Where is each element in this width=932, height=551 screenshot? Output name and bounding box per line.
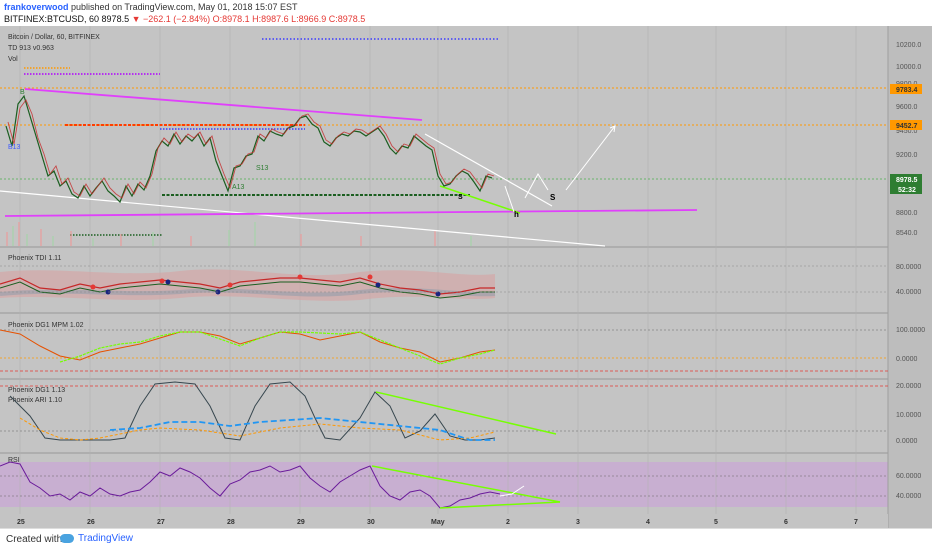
time-tick: May xyxy=(431,519,445,526)
dg1-blue-line xyxy=(109,417,495,441)
dg1-title: Phoenix DG1 1.13 xyxy=(8,387,65,394)
orange-badge-1-text: 9783.4 xyxy=(896,87,918,94)
time-tick: 6 xyxy=(784,519,788,526)
rsi-axis-tick: 40.0000 xyxy=(896,493,921,500)
rsi-band xyxy=(0,462,888,507)
rsi-axis-tick: 60.0000 xyxy=(896,473,921,480)
rsi-line xyxy=(0,461,501,509)
mpm-axis-tick: 100.0000 xyxy=(896,327,925,334)
published-text: published on TradingView.com, May 01, 20… xyxy=(71,2,298,12)
mpm-axis-tick: 0.0000 xyxy=(896,356,918,363)
tdi-axis-tick: 40.0000 xyxy=(896,289,921,296)
price-tick: 8540.0 xyxy=(896,230,918,237)
time-tick: 3 xyxy=(576,519,580,526)
price-line xyxy=(5,94,493,204)
last-price-badge-text: 8978.5 xyxy=(896,177,918,184)
footer-bar: Created with TradingView xyxy=(0,528,932,551)
time-tick: 27 xyxy=(157,519,165,526)
ari-title: Phoenix ARI 1.10 xyxy=(8,397,62,404)
time-tick: 5 xyxy=(714,519,718,526)
timer-badge-text: 52:32 xyxy=(898,187,916,194)
volume-bars xyxy=(6,222,472,246)
symbol-label: BITFINEX:BTCUSD, 60 xyxy=(4,14,100,24)
mpm-pane xyxy=(0,314,888,378)
time-tick: 30 xyxy=(367,519,375,526)
tdi-signal-dots xyxy=(90,274,441,297)
price-pane xyxy=(0,26,888,246)
symbol-legend: Bitcoin / Dollar, 60, BITFINEX xyxy=(8,34,100,41)
tdi-red-line xyxy=(0,277,495,295)
small-s-marker: S xyxy=(458,194,463,201)
change-value: −262.1 (−2.84%) xyxy=(143,14,211,24)
tradingview-cloud-icon xyxy=(60,534,74,543)
price-axis: 10200.0 10000.0 9800.0 9600.0 9450.0 920… xyxy=(890,42,922,237)
price-tick: 9600.0 xyxy=(896,104,918,111)
last-price: 8978.5 xyxy=(101,14,130,24)
green-wedge-line xyxy=(439,185,521,214)
td-legend: TD 913 v0.963 xyxy=(8,45,54,52)
last-price-badge xyxy=(890,174,922,184)
h-marker: h xyxy=(514,210,519,219)
chart-area[interactable]: S h S A13 S13 B13 B Bitcoin / Dollar, 60… xyxy=(0,26,932,528)
orange-badge-1 xyxy=(890,84,922,94)
s-marker: S xyxy=(550,193,556,202)
tdi-title: Phoenix TDI 1.11 xyxy=(8,255,62,262)
time-axis-labels: 25 26 27 28 29 30 May 2 3 4 5 6 7 xyxy=(17,519,858,526)
orange-badge-2 xyxy=(890,120,922,130)
price-tick: 10000.0 xyxy=(896,64,921,71)
time-axis xyxy=(0,514,888,528)
dg1-trendline xyxy=(375,391,557,435)
magenta-resistance xyxy=(24,88,423,121)
ohlc-values: O:8978.1 H:8987.6 L:8966.9 C:8978.5 xyxy=(212,14,366,24)
orange-badge-2-text: 9452.7 xyxy=(896,123,918,130)
rsi-trendline-upper xyxy=(371,465,561,503)
a13-label: A13 xyxy=(232,184,245,191)
mpm-green-line xyxy=(59,331,496,365)
created-with-text: Created with xyxy=(6,534,63,545)
time-tick: 2 xyxy=(506,519,510,526)
time-tick: 25 xyxy=(17,519,25,526)
time-tick: 26 xyxy=(87,519,95,526)
vol-legend: Vol xyxy=(8,56,18,63)
dg1-dark-line xyxy=(9,381,496,441)
timer-badge xyxy=(890,184,922,194)
price-tick: 9450.0 xyxy=(896,128,918,135)
chart-svg[interactable]: S h S A13 S13 B13 B Bitcoin / Dollar, 60… xyxy=(0,26,932,528)
symbol-line: BITFINEX:BTCUSD, 60 8978.5 ▼ −262.1 (−2.… xyxy=(4,14,365,24)
mpm-title: Phoenix DG1 MPM 1.02 xyxy=(8,322,84,329)
white-trendline-bottom xyxy=(0,190,606,247)
time-tick: 29 xyxy=(297,519,305,526)
rsi-projection-arrow xyxy=(499,485,525,497)
magenta-support xyxy=(4,209,698,217)
dg1-orange-line xyxy=(19,417,496,441)
price-tick: 8800.0 xyxy=(896,210,918,217)
rsi-trendline-lower xyxy=(439,501,561,509)
b-label: B xyxy=(20,89,25,96)
tradingview-brand-text: TradingView xyxy=(78,533,134,544)
white-trendline-upper xyxy=(424,133,553,207)
tdi-green-line xyxy=(0,281,495,299)
down-arrow-icon: ▼ xyxy=(131,14,141,24)
time-tick: 4 xyxy=(646,519,650,526)
dg1-axis-tick: 0.0000 xyxy=(896,438,918,445)
mpm-orange-line xyxy=(0,329,496,363)
time-tick: 28 xyxy=(227,519,235,526)
price-candle-overlay xyxy=(7,99,495,199)
b13-label: B13 xyxy=(8,144,21,151)
header-bar: frankoverwood published on TradingView.c… xyxy=(0,0,932,26)
projection-arrows xyxy=(504,125,616,213)
tradingview-link[interactable]: TradingView xyxy=(60,533,133,544)
s13-label: S13 xyxy=(256,165,269,172)
time-tick: 7 xyxy=(854,519,858,526)
author-link[interactable]: frankoverwood xyxy=(4,2,69,12)
publish-line: frankoverwood published on TradingView.c… xyxy=(4,2,298,12)
dg1-axis-tick: 10.0000 xyxy=(896,412,921,419)
rsi-title: RSI xyxy=(8,457,20,464)
dg1-pane xyxy=(0,380,888,452)
dg1-axis-tick: 20.0000 xyxy=(896,383,921,390)
tdi-axis-tick: 80.0000 xyxy=(896,264,921,271)
price-tick: 9200.0 xyxy=(896,152,918,159)
price-tick: 10200.0 xyxy=(896,42,921,49)
